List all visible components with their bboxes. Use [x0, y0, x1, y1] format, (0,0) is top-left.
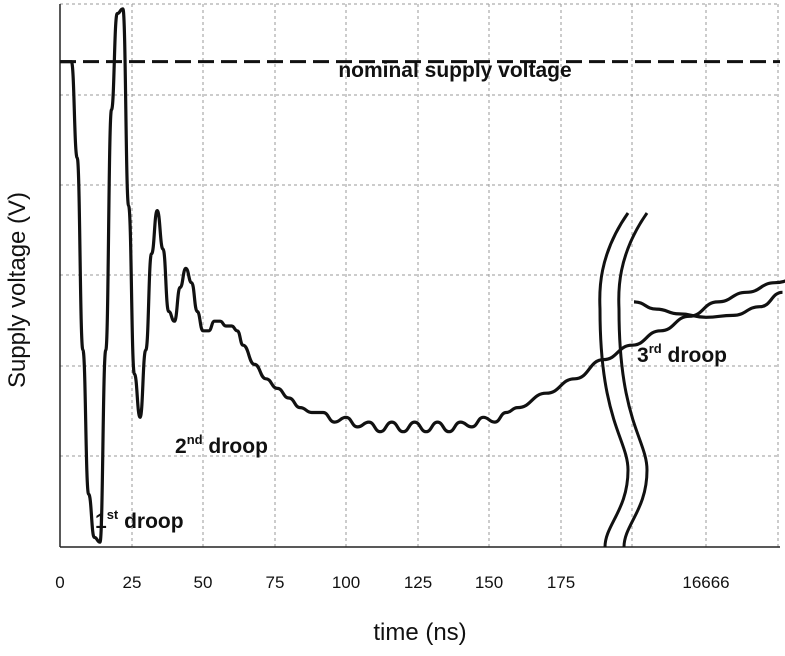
x-tick-label: 75 [266, 573, 285, 592]
x-tick-label: 50 [194, 573, 213, 592]
x-tick-label: 150 [475, 573, 503, 592]
break-line-left [598, 212, 630, 548]
y-axis-title: Supply voltage (V) [4, 192, 31, 388]
x-tick-label: 16666 [682, 573, 729, 592]
axes [59, 4, 780, 548]
annotation-3rd-droop: 3rd droop [637, 341, 727, 367]
annotation-3rd-suffix: rd [649, 341, 662, 356]
series-group [59, 7, 785, 544]
annotation-1st-text: droop [118, 510, 183, 533]
grid-lines [59, 3, 780, 547]
annotation-2nd-droop: 2nd droop [175, 432, 268, 458]
annotation-1st-number: 1 [95, 510, 107, 533]
break-line-right [617, 212, 649, 548]
series-line-main [59, 7, 785, 544]
x-axis-title: time (ns) [373, 619, 466, 646]
annotation-2nd-number: 2 [175, 435, 187, 458]
series-line-16666ns [633, 290, 783, 319]
nominal-voltage-label: nominal supply voltage [338, 59, 571, 82]
x-tick-label: 100 [332, 573, 360, 592]
x-tick-label: 25 [123, 573, 142, 592]
annotation-3rd-number: 3 [637, 344, 649, 367]
annotation-3rd-text: droop [662, 344, 727, 367]
annotation-2nd-suffix: nd [187, 432, 203, 447]
x-tick-label: 0 [55, 573, 64, 592]
x-tick-label: 175 [547, 573, 575, 592]
x-tick-labels: 0 25 50 75 100 125 150 175 16666 [55, 573, 729, 592]
annotation-2nd-text: droop [203, 435, 268, 458]
axis-break [598, 212, 649, 548]
x-tick-label: 125 [404, 573, 432, 592]
annotation-1st-suffix: st [107, 507, 119, 522]
annotation-1st-droop: 1st droop [95, 507, 184, 533]
